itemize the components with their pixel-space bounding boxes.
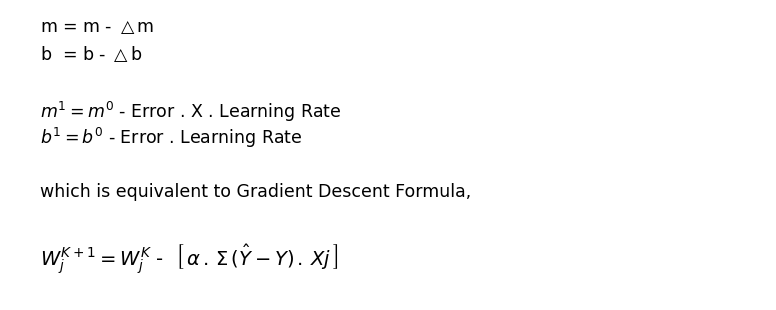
- Text: $b^1 = b^0$ - Error . Learning Rate: $b^1 = b^0$ - Error . Learning Rate: [40, 126, 303, 150]
- Text: b  = b - $\triangle$b: b = b - $\triangle$b: [40, 44, 143, 64]
- Text: m = m - $\triangle$m: m = m - $\triangle$m: [40, 18, 154, 36]
- Text: $m^1 = m^0$ - Error . X . Learning Rate: $m^1 = m^0$ - Error . X . Learning Rate: [40, 100, 341, 124]
- Text: which is equivalent to Gradient Descent Formula,: which is equivalent to Gradient Descent …: [40, 183, 471, 201]
- Text: $W_j^{K+1} = W_j^K$ -  $\left[\, \alpha\, .\, \Sigma\, (\hat{Y} - Y)\, .\, Xj\,\: $W_j^{K+1} = W_j^K$ - $\left[\, \alpha\,…: [40, 242, 338, 276]
